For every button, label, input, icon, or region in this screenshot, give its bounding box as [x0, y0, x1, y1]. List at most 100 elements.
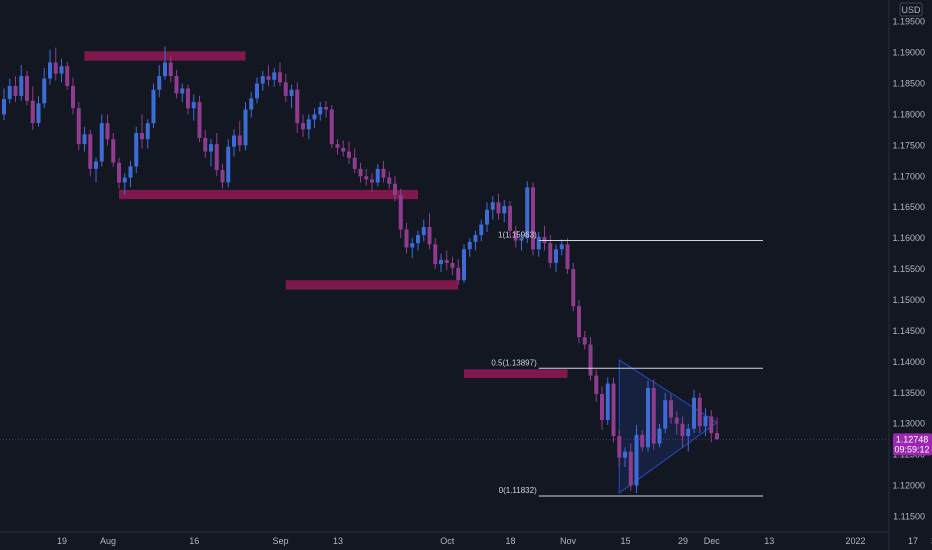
candle-body: [209, 144, 213, 152]
candle-body: [25, 76, 29, 101]
candle-body: [82, 134, 87, 145]
candlestick-series: [2, 46, 719, 494]
candle: [163, 46, 167, 80]
time-tick-label: Oct: [440, 536, 455, 546]
candle: [174, 69, 179, 99]
candle-body: [214, 144, 219, 171]
candle: [289, 84, 294, 109]
candle: [398, 188, 403, 239]
candle: [53, 47, 58, 81]
candle: [30, 86, 35, 130]
triangle-shape[interactable]: [618, 359, 718, 495]
candle: [13, 76, 18, 103]
candle: [600, 386, 604, 430]
price-tick-label: 1.14500: [892, 326, 925, 336]
candle-body: [657, 428, 662, 444]
candle-body: [600, 394, 604, 421]
candle: [186, 84, 190, 115]
candle-body: [623, 451, 627, 458]
candle-body: [444, 259, 449, 263]
price-tick-label: 1.15500: [892, 264, 925, 274]
candle-body: [260, 76, 265, 84]
candle: [450, 256, 455, 276]
candle-body: [53, 62, 58, 74]
candle: [715, 417, 719, 440]
candle-body: [122, 177, 127, 183]
currency-box[interactable]: [899, 2, 923, 17]
candle: [111, 133, 116, 168]
candle-body: [105, 123, 110, 140]
candle-body: [243, 109, 248, 146]
candle-body: [283, 82, 288, 96]
candle: [531, 182, 535, 256]
candle: [651, 379, 656, 450]
price-tick-label: 1.16000: [892, 233, 925, 243]
candle: [122, 173, 127, 195]
candle: [220, 163, 225, 189]
candle-body: [715, 433, 719, 440]
candle: [416, 230, 420, 251]
candle: [404, 222, 409, 254]
candle: [680, 416, 685, 448]
candle-body: [7, 85, 12, 99]
candle-body: [571, 269, 576, 307]
candle-body: [358, 168, 363, 177]
price-tick-label: 1.16500: [892, 202, 925, 212]
candle: [387, 171, 392, 189]
candle-body: [295, 89, 300, 124]
candle-body: [306, 119, 311, 130]
candle: [59, 58, 64, 83]
candle: [502, 199, 507, 223]
candle-body: [255, 83, 259, 99]
candle: [456, 259, 461, 285]
candle-body: [318, 107, 323, 115]
price-tick-label: 1.19000: [892, 48, 925, 58]
candle-body: [312, 114, 317, 120]
candle: [151, 83, 156, 129]
zone-3[interactable]: [285, 280, 459, 290]
candle-body: [278, 72, 282, 83]
candle-body: [174, 76, 179, 94]
zone-2[interactable]: [119, 189, 418, 200]
time-tick-label: 31: [931, 536, 932, 546]
candle-body: [191, 102, 196, 109]
triangle-pattern: [618, 359, 718, 495]
candle: [214, 133, 219, 177]
candle-body: [220, 170, 225, 183]
price-tick-label: 1.17500: [892, 140, 925, 150]
candle-body: [352, 157, 357, 169]
candle: [145, 119, 150, 149]
candle: [646, 380, 650, 452]
current-price-tag: 1.12748 09:59:12: [893, 433, 932, 456]
candle-body: [186, 88, 190, 109]
candle-body: [611, 383, 616, 437]
candle: [554, 244, 558, 273]
candle: [88, 129, 93, 177]
candle-body: [697, 397, 702, 427]
candle: [703, 408, 708, 437]
candle: [623, 447, 627, 468]
candle-body: [462, 249, 466, 281]
candle-body: [467, 241, 472, 250]
candle-body: [410, 243, 415, 248]
candle-body: [180, 88, 185, 94]
candle: [559, 239, 564, 256]
candle-body: [347, 151, 351, 158]
candle: [364, 168, 369, 186]
candle-body: [134, 133, 139, 167]
zone-4[interactable]: [464, 369, 568, 378]
candle-body: [364, 176, 369, 180]
time-tick-label: Dec: [704, 536, 721, 546]
candle: [628, 443, 633, 491]
candle: [36, 95, 41, 127]
candle: [191, 94, 196, 121]
price-axis: 1.115001.120001.125001.130001.135001.140…: [892, 17, 925, 522]
candle: [203, 129, 208, 158]
price-axis-panel[interactable]: [889, 0, 932, 550]
fibonacci-retracement: 1(1.15963) 0.5(1.13897) 0(1.11832): [491, 230, 763, 497]
candle: [393, 176, 397, 202]
candle-body: [502, 205, 507, 214]
time-tick-label: 15: [620, 536, 630, 546]
candle: [473, 230, 478, 251]
